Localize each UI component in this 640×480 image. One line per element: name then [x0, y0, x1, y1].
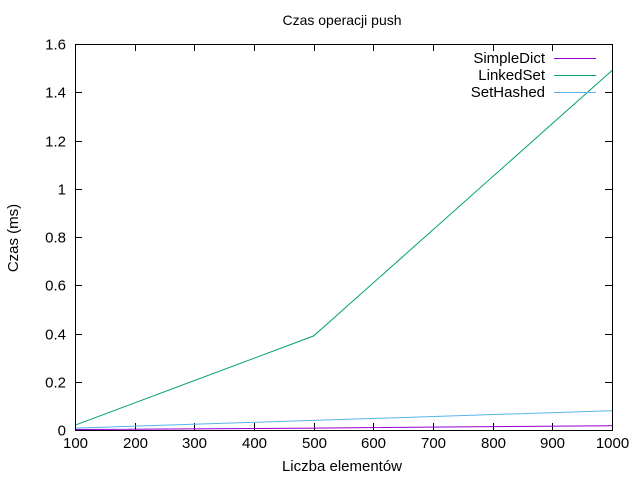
y-tick-label: 1 — [58, 182, 66, 199]
plot-frame — [75, 44, 613, 431]
x-axis-label: Liczba elementów — [282, 458, 402, 475]
x-tick-label: 1000 — [596, 435, 629, 452]
series-line-linkedset — [74, 70, 613, 426]
y-tick-label: 1.4 — [45, 85, 66, 102]
x-tick-label: 400 — [242, 435, 267, 452]
x-tick-label: 900 — [540, 435, 565, 452]
y-tick-label: 1.6 — [45, 37, 66, 54]
legend-label: SimpleDict — [473, 50, 546, 67]
y-axis-label: Czas (ms) — [5, 204, 22, 272]
axis-ticks: 100 200 300 400 500 600 700 800 900 1000 0 0.2 0.4 0.… — [45, 37, 629, 453]
x-tick-label: 200 — [123, 435, 148, 452]
chart-title: Czas operacji push — [282, 12, 401, 28]
y-tick-label: 0.6 — [45, 278, 66, 295]
legend-label: SetHashed — [471, 84, 545, 101]
x-tick-label: 100 — [63, 435, 88, 452]
legend-label: LinkedSet — [478, 67, 546, 84]
y-tick-label: 0 — [58, 423, 66, 440]
y-tick-label: 0.4 — [45, 327, 66, 344]
y-tick-label: 0.8 — [45, 230, 66, 247]
x-tick-label: 600 — [361, 435, 386, 452]
x-tick-label: 700 — [421, 435, 446, 452]
series-line-sethashed — [74, 410, 613, 429]
x-tick-label: 500 — [302, 435, 327, 452]
x-tick-label: 300 — [182, 435, 207, 452]
series-line-simpledict — [74, 425, 613, 430]
y-tick-label: 1.2 — [45, 134, 66, 151]
y-tick-label: 0.2 — [45, 375, 66, 392]
data-series — [74, 70, 613, 430]
x-tick-label: 800 — [481, 435, 506, 452]
